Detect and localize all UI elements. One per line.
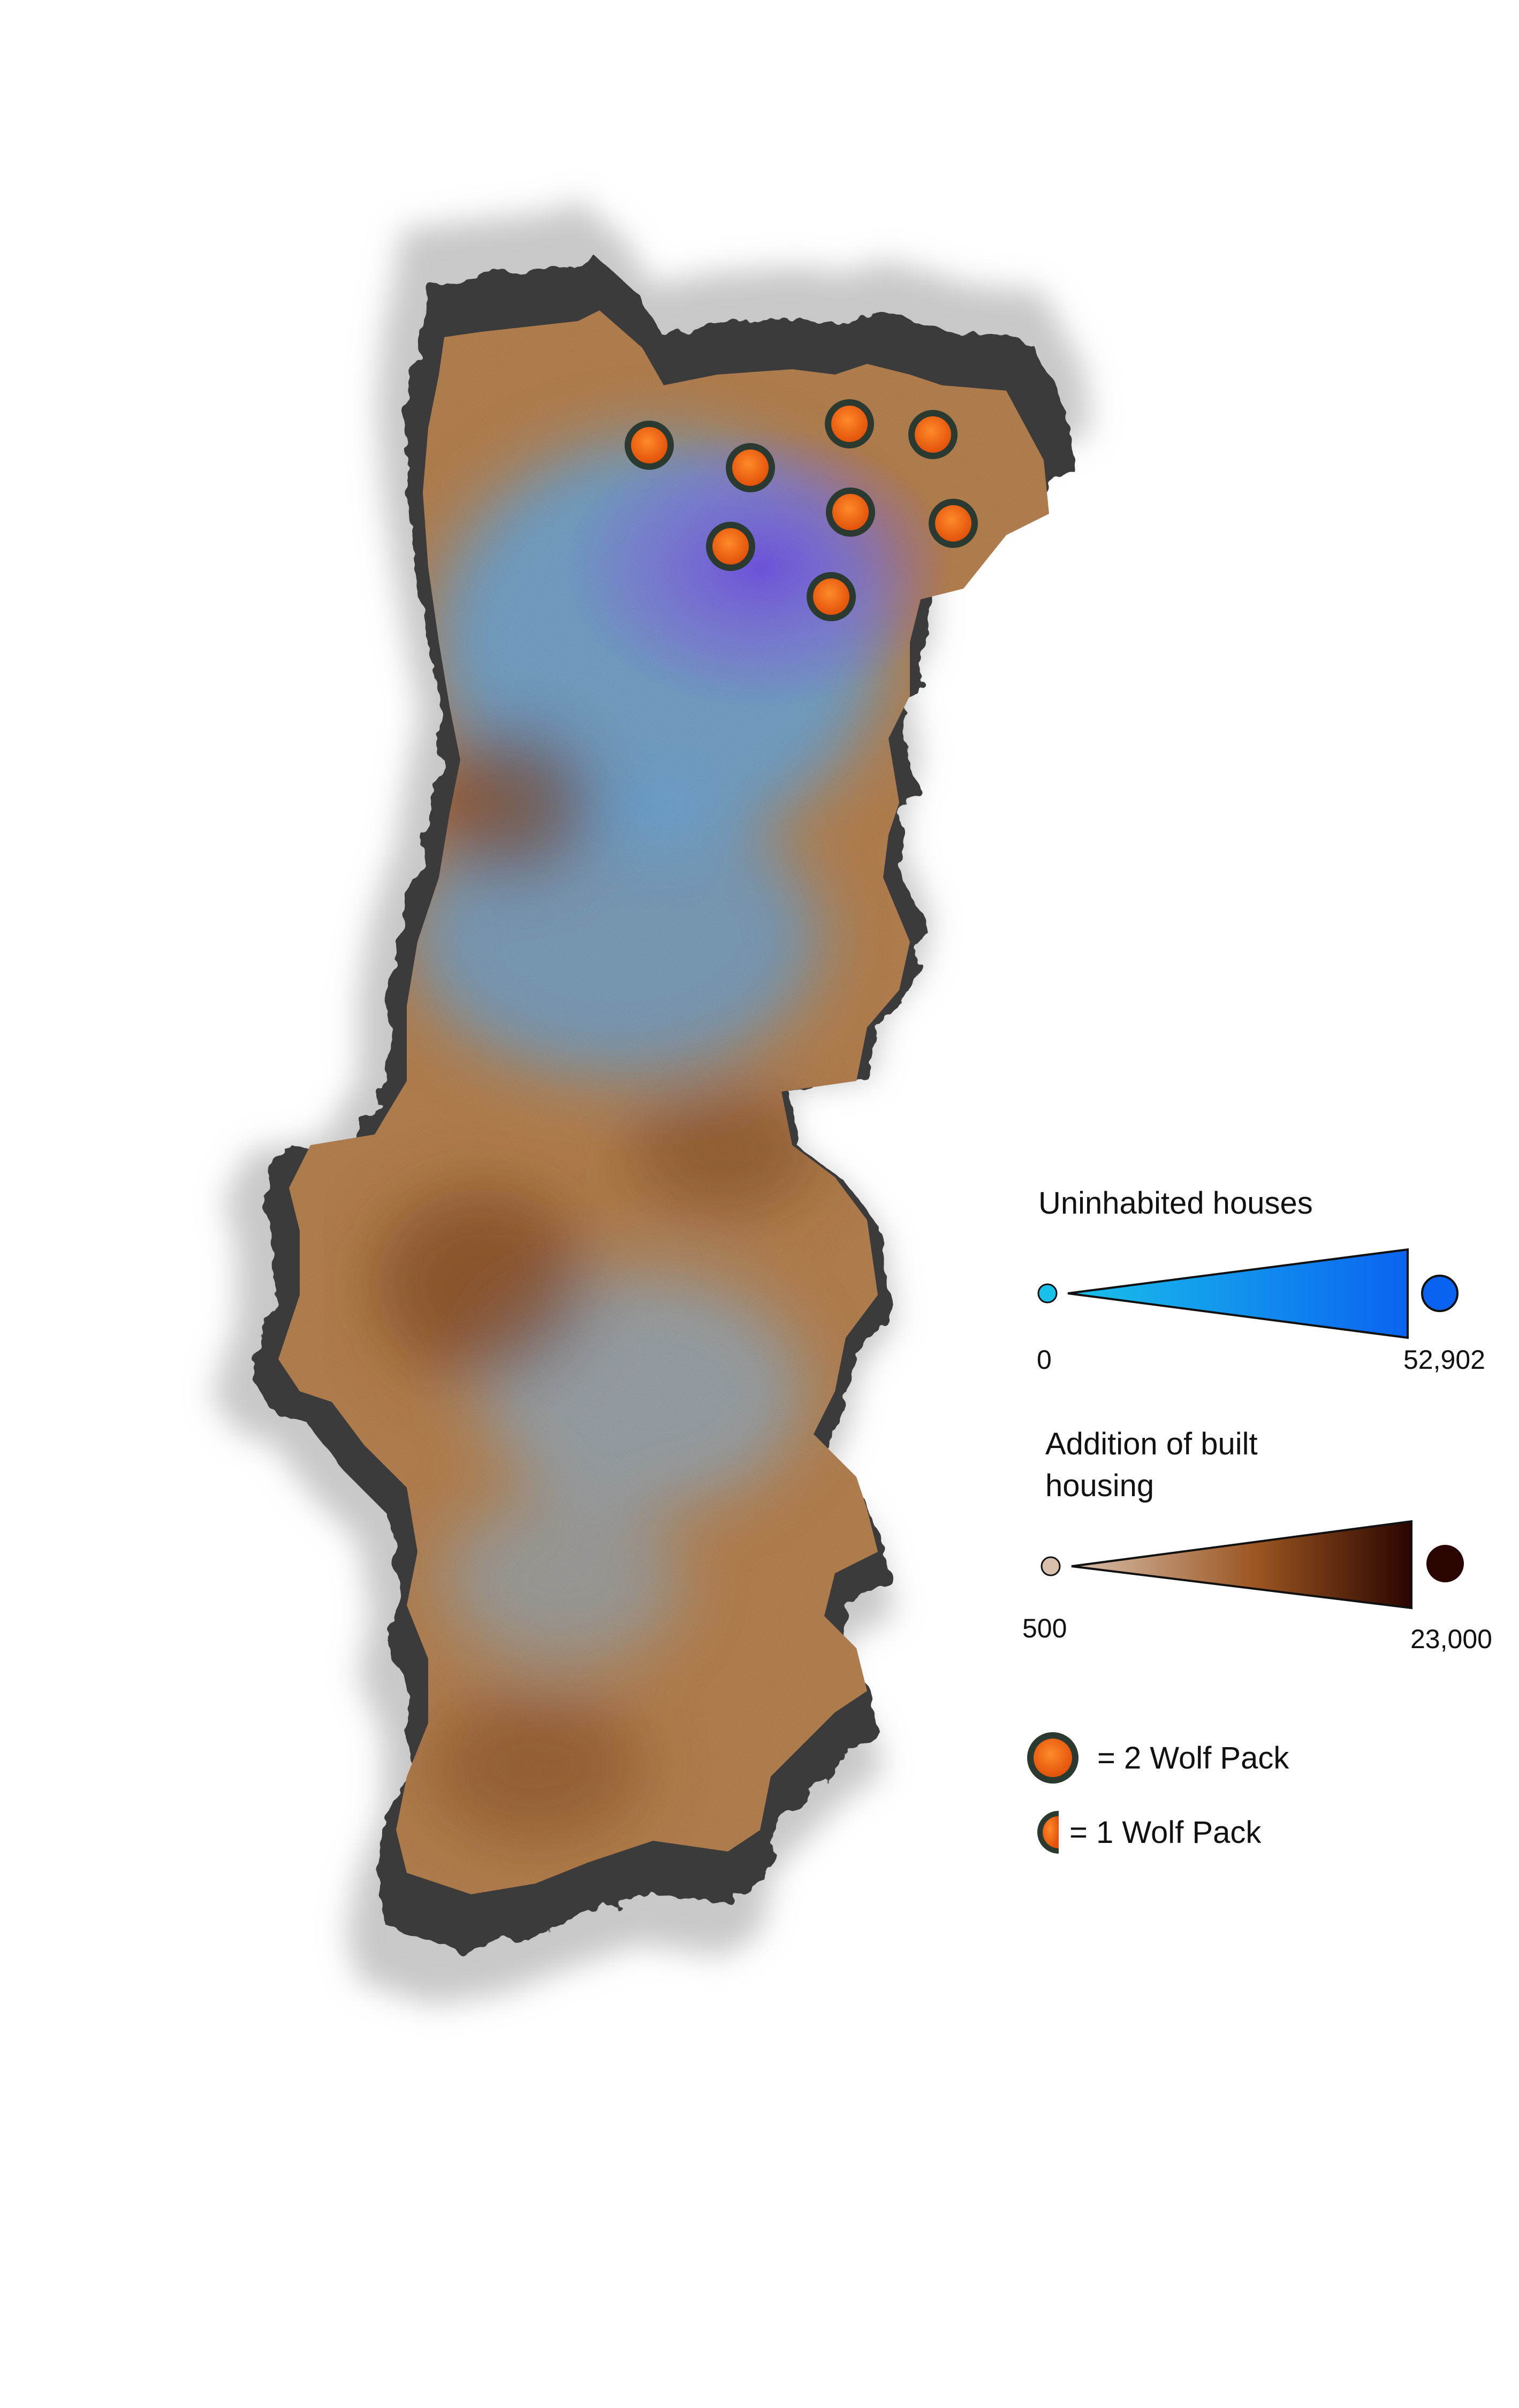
legend-wolf-full-label: = 2 Wolf Pack	[1097, 1741, 1289, 1775]
wolf-pack-markers	[625, 399, 978, 621]
legend-wolf-half-label: = 1 Wolf Pack	[1069, 1815, 1262, 1850]
wolf-pack-circle-icon	[1027, 1732, 1079, 1784]
legend-uninhabited-title: Uninhabited houses	[1038, 1186, 1313, 1221]
wolf-pack-half-circle-icon	[1037, 1811, 1059, 1854]
legend-uninhabited-min-dot	[1037, 1283, 1058, 1304]
legend-built-min-label: 500	[1022, 1613, 1067, 1643]
wolf-pack-marker	[706, 522, 755, 571]
wolf-pack-marker	[807, 572, 856, 621]
legend-uninhabited: Uninhabited houses 0 52,902	[1037, 1186, 1485, 1375]
wolf-pack-marker	[929, 499, 978, 548]
legend-built-min-dot	[1040, 1556, 1061, 1576]
legend-built-title-line1: Addition of built	[1045, 1427, 1258, 1461]
wolf-pack-marker	[726, 443, 775, 492]
legend-uninhabited-max-label: 52,902	[1403, 1345, 1485, 1375]
legend-uninhabited-min-label: 0	[1037, 1345, 1052, 1375]
legend-built-max-label: 23,000	[1410, 1624, 1492, 1654]
legend-built-housing: Addition of built housing 500 23,000	[1022, 1427, 1492, 1654]
wolf-pack-marker	[625, 421, 674, 470]
legend-built-wedge	[1071, 1520, 1412, 1610]
legend-uninhabited-wedge	[1067, 1248, 1409, 1339]
legend-uninhabited-max-dot	[1421, 1275, 1459, 1312]
wolf-pack-marker	[908, 410, 958, 459]
legend-built-max-dot	[1426, 1545, 1464, 1582]
legend-wolf-packs: = 2 Wolf Pack = 1 Wolf Pack	[1027, 1732, 1289, 1854]
wolf-pack-marker	[825, 399, 874, 448]
wolf-pack-marker	[826, 487, 875, 537]
legend-built-title-line2: housing	[1045, 1468, 1154, 1503]
